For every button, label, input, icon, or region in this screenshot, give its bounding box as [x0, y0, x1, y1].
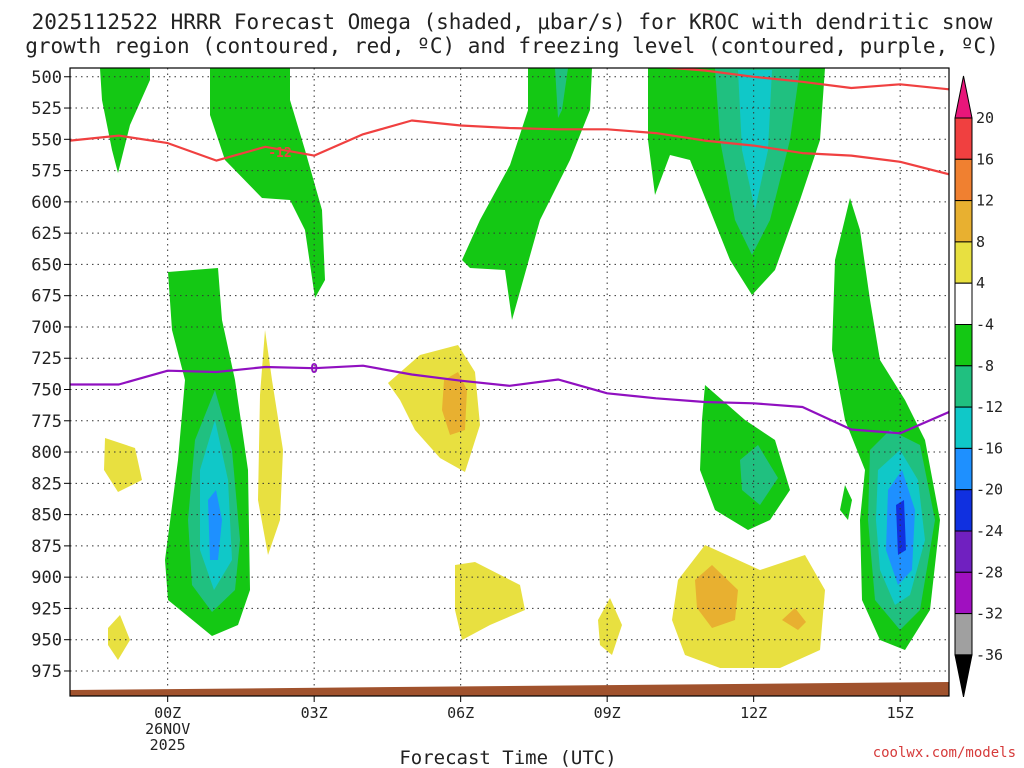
y-tick-label: 625	[31, 224, 62, 244]
colorbar-label: -28	[976, 563, 1003, 581]
omega-ascent-region-8	[840, 485, 852, 520]
colorbar-swatch	[954, 158, 973, 202]
colorbar-label: 4	[976, 274, 985, 292]
omega-core-1	[555, 68, 568, 118]
colorbar-top-arrow	[954, 75, 973, 119]
y-tick-label: 600	[31, 193, 62, 213]
omega-core-6	[208, 490, 222, 560]
colorbar-label: 16	[976, 150, 994, 168]
omega-ascent-region-2	[210, 68, 325, 298]
credit-link[interactable]: coolwx.com/models	[872, 745, 1016, 761]
colorbar-label: -24	[976, 522, 1003, 540]
chart-title-line1: 2025112522 HRRR Forecast Omega (shaded, …	[31, 10, 993, 34]
contour-line-2	[70, 364, 949, 435]
y-tick-label: 575	[31, 162, 62, 182]
colorbar-label: -4	[976, 316, 994, 334]
gridlines	[70, 68, 949, 696]
colorbar-label: -20	[976, 481, 1003, 499]
omega-core-11	[896, 500, 906, 555]
x-tick-label: 06Z	[447, 704, 474, 722]
colorbar-label: -32	[976, 605, 1003, 623]
colorbar-label: -16	[976, 439, 1003, 457]
y-tick-label: 825	[31, 474, 62, 494]
colorbar-swatch	[954, 406, 973, 449]
y-tick-label: 550	[31, 130, 62, 150]
omega-ascent-region-3	[462, 68, 592, 320]
x-tick-label: 15Z	[887, 704, 914, 722]
x-tick-label: 12Z	[740, 704, 767, 722]
colorbar-label: -12	[976, 398, 1003, 416]
y-tick-label: 975	[31, 662, 62, 682]
y-axis: 500 525 550 575 600 625 650 675 700 725 750 775 800 8…	[31, 68, 70, 682]
x-tick-label: 09Z	[594, 704, 621, 722]
x-tick-label: 03Z	[301, 704, 328, 722]
omega-ascent-region-1	[100, 68, 150, 173]
colorbar-swatch	[954, 282, 973, 326]
colorbar-label: 12	[976, 192, 994, 210]
y-tick-label: 800	[31, 443, 62, 463]
omega-descent-region-6	[455, 562, 525, 640]
y-tick-label: 950	[31, 631, 62, 651]
contours: -12 0	[70, 68, 949, 435]
plot-frame	[69, 67, 950, 697]
colorbar-swatch	[954, 241, 973, 284]
omega-descent-region-5	[108, 615, 130, 660]
omega-core-7	[740, 445, 778, 505]
y-tick-label: 725	[31, 349, 62, 369]
x-axis-label: Forecast Time (UTC)	[399, 747, 616, 768]
y-tick-label: 525	[31, 99, 62, 119]
chart-title-line2: growth region (contoured, red, ºC) and f…	[25, 34, 999, 58]
colorbar-label: 20	[976, 109, 994, 127]
x-tick-year: 2025	[150, 736, 186, 754]
x-tick-date: 26NOV	[145, 720, 190, 738]
colorbar-bottom-arrow	[954, 654, 973, 697]
x-tick-label: 00Z	[154, 704, 181, 722]
colorbar: 20 16 12 8 4 -4 -8 -12 -16 -20 -24 -28 -32 -36	[954, 75, 1003, 697]
y-tick-label: 850	[31, 506, 62, 526]
colorbar-swatch	[954, 117, 973, 160]
colorbar-swatch	[954, 571, 973, 615]
colorbar-swatch	[954, 447, 973, 491]
y-tick-label: 750	[31, 381, 62, 401]
omega-descent-region-7	[598, 598, 622, 655]
y-tick-label: 900	[31, 568, 62, 588]
omega-descent-region-1	[104, 438, 142, 492]
colorbar-swatch	[954, 200, 973, 243]
colorbar-label: 8	[976, 233, 985, 251]
colorbar-label: -36	[976, 646, 1003, 664]
colorbar-swatch	[954, 489, 973, 532]
omega-descent-region-10	[782, 608, 806, 630]
contour-label: -12	[268, 146, 291, 161]
contour-label: 0	[310, 362, 318, 377]
omega-descent-region-2	[258, 330, 283, 555]
colorbar-swatch	[954, 324, 973, 367]
colorbar-label: -8	[976, 357, 994, 375]
contour-line-0	[70, 119, 949, 176]
colorbar-swatch	[954, 613, 973, 656]
colorbar-swatch	[954, 530, 973, 573]
ground-surface	[70, 682, 949, 696]
omega-descent-region-9	[695, 565, 738, 628]
y-tick-label: 775	[31, 412, 62, 432]
y-tick-label: 675	[31, 287, 62, 307]
y-tick-label: 500	[31, 68, 62, 88]
contour-line-1	[658, 68, 949, 91]
y-tick-label: 650	[31, 255, 62, 275]
colorbar-swatch	[954, 365, 973, 408]
omega-core-3	[738, 70, 772, 210]
y-tick-label: 925	[31, 599, 62, 619]
y-tick-label: 875	[31, 537, 62, 557]
y-tick-label: 700	[31, 318, 62, 338]
